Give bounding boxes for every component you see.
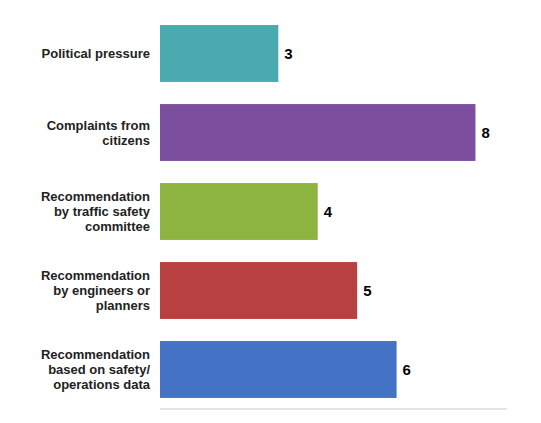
tick-label: Complaints fromcitizens	[47, 118, 150, 148]
tick-label-line: Political pressure	[42, 46, 150, 61]
chart: 3 Political pressure 8 Complaints fromcitiz…	[0, 0, 541, 423]
tick-label-line: operations data	[53, 377, 151, 392]
tick-label: Recommendationby engineers orplanners	[41, 268, 150, 313]
tick-label: Recommendationbased on safety/operations…	[41, 347, 151, 392]
bar	[160, 341, 397, 398]
data-label: 4	[324, 203, 333, 220]
tick-label-line: Recommendation	[41, 268, 150, 283]
bars	[160, 25, 475, 398]
bar	[160, 183, 318, 240]
tick-label-line: Recommendation	[41, 189, 150, 204]
page: {"chart_data": {"type": "bar", "orientat…	[0, 0, 541, 423]
axis-line	[160, 409, 507, 410]
tick-label-line: Complaints from	[47, 118, 150, 133]
tick-label-line: based on safety/	[48, 362, 150, 377]
tick-label-line: citizens	[102, 133, 150, 148]
bar	[160, 25, 278, 82]
tick-label-line: by traffic safety	[54, 204, 151, 219]
bar	[160, 262, 357, 319]
tick-label-line: committee	[85, 219, 150, 234]
chart-container: 3 Political pressure 8 Complaints fromcitiz…	[0, 0, 541, 423]
tick-label: Recommendationby traffic safetycommittee	[41, 189, 151, 234]
tick-label-line: planners	[96, 298, 150, 313]
bar	[160, 104, 475, 161]
tick-label-line: Recommendation	[41, 347, 150, 362]
tick-label: Political pressure	[42, 46, 150, 61]
tick-label-line: by engineers or	[53, 283, 150, 298]
labels: 3 Political pressure 8 Complaints fromcitiz…	[41, 45, 490, 392]
data-label: 8	[481, 124, 489, 141]
data-label: 3	[284, 45, 292, 62]
data-label: 5	[363, 282, 371, 299]
data-label: 6	[403, 361, 411, 378]
